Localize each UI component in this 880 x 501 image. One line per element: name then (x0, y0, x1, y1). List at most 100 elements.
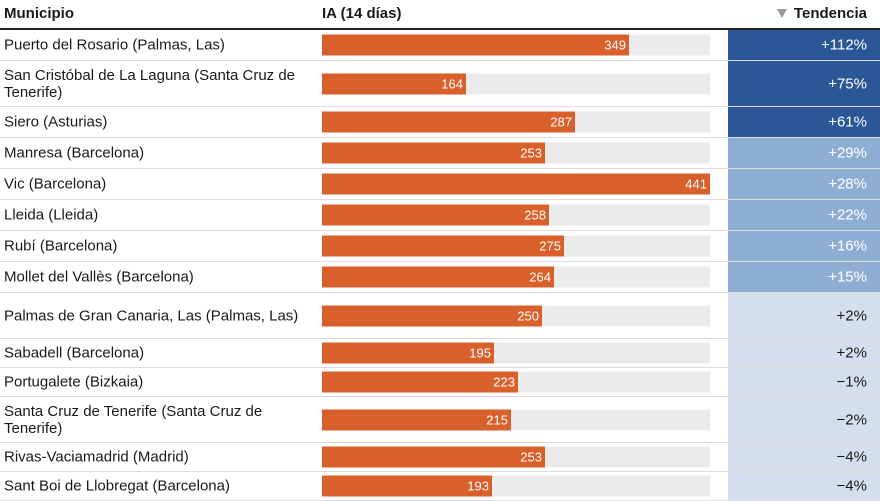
ia-bar: 441 (322, 173, 710, 195)
trend-value: −1% (836, 373, 867, 391)
municipio-name: Siero (Asturias) (4, 113, 108, 131)
trend-value: +29% (828, 144, 867, 162)
table-row: Sabadell (Barcelona) 195 +2% (0, 339, 880, 368)
trend-value: +112% (820, 36, 867, 54)
trend-cell: +22% (728, 200, 880, 230)
ia-bar-track: 441 (322, 173, 710, 195)
ia-bar: 275 (322, 235, 564, 257)
ia-value: 264 (529, 269, 551, 285)
municipio-name: Lleida (Lleida) (4, 206, 99, 224)
trend-value: +28% (828, 175, 867, 193)
table-row: San Cristóbal de La Laguna (Santa Cruz d… (0, 61, 880, 107)
ia-bar: 253 (322, 142, 545, 164)
ia-value: 193 (467, 478, 489, 494)
trend-value: +15% (828, 268, 867, 286)
municipio-name: Sabadell (Barcelona) (4, 344, 145, 362)
ia-bar: 253 (322, 446, 545, 468)
municipio-name: Mollet del Vallès (Barcelona) (4, 268, 194, 286)
column-header-municipio[interactable]: Municipio (4, 5, 74, 22)
trend-value: −2% (836, 411, 867, 428)
ia-value: 250 (517, 308, 539, 323)
table-row: Sant Boi de Llobregat (Barcelona) 193 −4% (0, 472, 880, 501)
ia-bar-track: 195 (322, 342, 710, 364)
ia-value: 275 (539, 238, 561, 254)
trend-cell: +16% (728, 231, 880, 261)
trend-value: −4% (836, 477, 867, 495)
ia-bar: 287 (322, 111, 575, 133)
table-row: Santa Cruz de Tenerife (Santa Cruz de Te… (0, 397, 880, 443)
trend-value: +16% (828, 237, 867, 255)
table-row: Vic (Barcelona) 441 +28% (0, 169, 880, 200)
ia-value: 258 (524, 207, 546, 223)
ia-bar-track: 258 (322, 204, 710, 226)
ia-value: 164 (441, 76, 463, 91)
ia-bar: 349 (322, 34, 629, 56)
sort-descending-icon[interactable] (777, 9, 787, 18)
ia-bar-track: 215 (322, 409, 710, 430)
trend-cell: +112% (728, 30, 880, 60)
trend-cell: +28% (728, 169, 880, 199)
table-row: Puerto del Rosario (Palmas, Las) 349 +112% (0, 30, 880, 61)
ia-value: 441 (685, 176, 707, 192)
trend-value: +61% (828, 113, 867, 131)
municipio-name: San Cristóbal de La Laguna (Santa Cruz d… (4, 66, 296, 101)
trend-cell: +61% (728, 107, 880, 137)
table-row: Palmas de Gran Canaria, Las (Palmas, Las… (0, 293, 880, 339)
municipio-name: Puerto del Rosario (Palmas, Las) (4, 36, 225, 54)
trend-value: −4% (836, 448, 867, 466)
table-row: Portugalete (Bizkaia) 223 −1% (0, 368, 880, 397)
ia-bar-track: 250 (322, 305, 710, 326)
municipio-name: Manresa (Barcelona) (4, 144, 145, 162)
ia-bar-track: 164 (322, 73, 710, 94)
ia-value: 253 (520, 449, 542, 465)
trend-cell: −4% (728, 443, 880, 471)
trend-value: +75% (828, 75, 867, 92)
ia-bar: 215 (322, 409, 511, 430)
trend-cell: +75% (728, 61, 880, 106)
trend-cell: −2% (728, 397, 880, 442)
ia-bar-track: 287 (322, 111, 710, 133)
ia-bar: 250 (322, 305, 542, 326)
ia-bar: 164 (322, 73, 466, 94)
municipio-name: Portugalete (Bizkaia) (4, 373, 144, 391)
ia-bar: 195 (322, 342, 494, 364)
municipio-name: Palmas de Gran Canaria, Las (Palmas, Las… (4, 307, 299, 324)
table-row: Mollet del Vallès (Barcelona) 264 +15% (0, 262, 880, 293)
municipio-name: Santa Cruz de Tenerife (Santa Cruz de Te… (4, 402, 263, 437)
municipio-name: Rubí (Barcelona) (4, 237, 118, 255)
municipio-name: Vic (Barcelona) (4, 175, 107, 193)
table-row: Manresa (Barcelona) 253 +29% (0, 138, 880, 169)
ia-bar: 258 (322, 204, 549, 226)
ia-bar-track: 264 (322, 266, 710, 288)
trend-cell: +2% (728, 339, 880, 367)
ia-bar-track: 275 (322, 235, 710, 257)
ia-bar-track: 349 (322, 34, 710, 56)
ia-bar-track: 193 (322, 475, 710, 497)
table-header: Municipio IA (14 días) Tendencia (0, 0, 880, 30)
ia-value: 223 (493, 374, 515, 390)
trend-cell: −1% (728, 368, 880, 396)
trend-cell: +15% (728, 262, 880, 292)
column-header-ia[interactable]: IA (14 días) (322, 5, 402, 22)
municipio-name: Rivas-Vaciamadrid (Madrid) (4, 448, 189, 466)
ia-value: 195 (469, 345, 491, 361)
ia-value: 215 (486, 412, 508, 427)
trend-value: +2% (836, 307, 867, 324)
table-row: Rivas-Vaciamadrid (Madrid) 253 −4% (0, 443, 880, 472)
trend-cell: −4% (728, 472, 880, 500)
ia-bar-track: 253 (322, 142, 710, 164)
table-row: Rubí (Barcelona) 275 +16% (0, 231, 880, 262)
ia-value: 287 (550, 114, 572, 130)
trend-value: +22% (828, 206, 867, 224)
ia-bar-track: 223 (322, 371, 710, 393)
trend-cell: +2% (728, 293, 880, 338)
ia-value: 349 (604, 37, 626, 53)
trend-value: +2% (836, 344, 867, 362)
ia-bar: 193 (322, 475, 492, 497)
column-header-tendencia[interactable]: Tendencia (793, 5, 867, 22)
ia-bar: 264 (322, 266, 554, 288)
ia-bar: 223 (322, 371, 518, 393)
ia-value: 253 (520, 145, 542, 161)
ia-bar-track: 253 (322, 446, 710, 468)
